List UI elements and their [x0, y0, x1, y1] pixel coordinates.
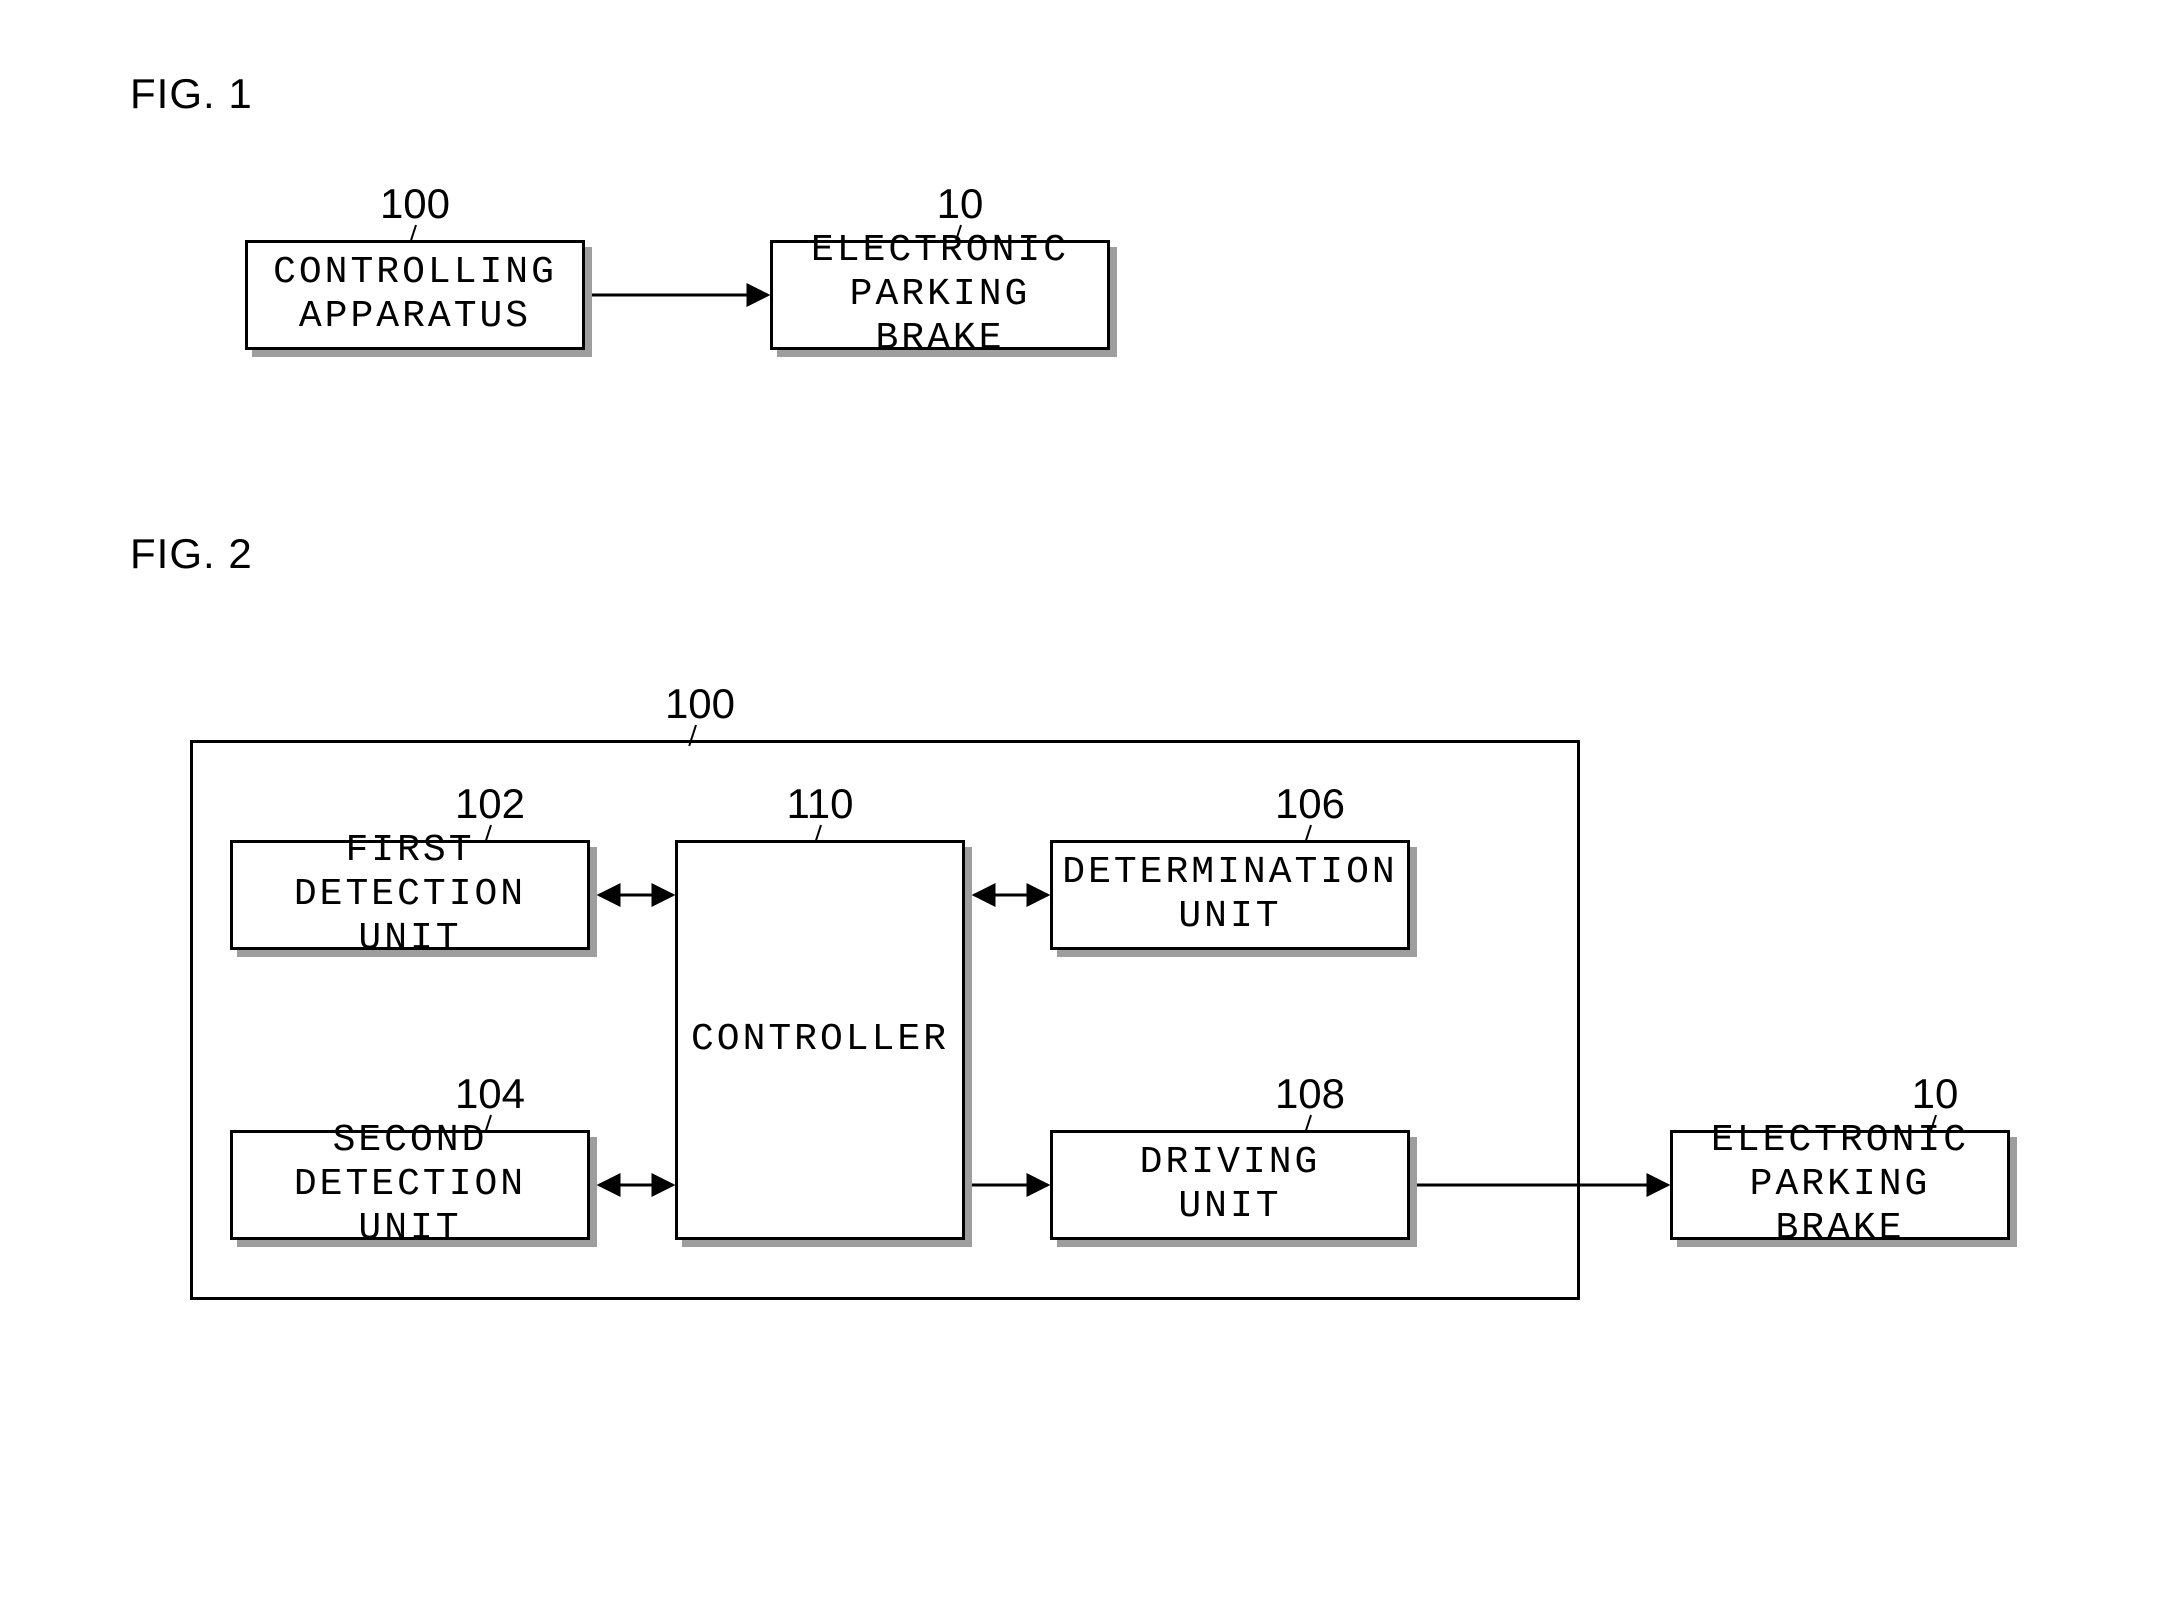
fig1-ref-10: 10: [930, 180, 990, 228]
fig2-box-first-det-label: FIRSTDETECTION UNIT: [233, 829, 587, 960]
fig1-ref-100: 100: [375, 180, 455, 228]
fig2-ref-104: 104: [450, 1070, 530, 1118]
fig2-ref-108: 108: [1270, 1070, 1350, 1118]
fig1-label: FIG. 1: [130, 70, 253, 118]
fig2-ref-106: 106: [1270, 780, 1350, 828]
fig2-box-epb-label: ELECTRONICPARKING BRAKE: [1673, 1119, 2007, 1250]
diagram-canvas: FIG. 1 100 10 CONTROLLINGAPPARATUS ELECT…: [0, 0, 2162, 1622]
fig2-box-driving-unit: DRIVINGUNIT: [1050, 1130, 1410, 1240]
fig2-ref-100: 100: [660, 680, 740, 728]
fig2-ref-102: 102: [450, 780, 530, 828]
fig1-box-electronic-parking-brake: ELECTRONICPARKING BRAKE: [770, 240, 1110, 350]
fig2-box-second-detection-unit: SECONDDETECTION UNIT: [230, 1130, 590, 1240]
fig2-box-driving-label: DRIVINGUNIT: [1140, 1141, 1321, 1228]
fig2-ref-110: 110: [780, 780, 860, 828]
fig1-box-controlling-label: CONTROLLINGAPPARATUS: [273, 251, 557, 338]
fig2-box-electronic-parking-brake: ELECTRONICPARKING BRAKE: [1670, 1130, 2010, 1240]
fig1-box-epb-label: ELECTRONICPARKING BRAKE: [773, 229, 1107, 360]
fig2-box-first-detection-unit: FIRSTDETECTION UNIT: [230, 840, 590, 950]
fig2-box-controller: CONTROLLER: [675, 840, 965, 1240]
fig1-box-controlling-apparatus: CONTROLLINGAPPARATUS: [245, 240, 585, 350]
fig2-box-determination-label: DETERMINATIONUNIT: [1062, 851, 1397, 938]
fig2-box-second-det-label: SECONDDETECTION UNIT: [233, 1119, 587, 1250]
fig2-ref-10: 10: [1905, 1070, 1965, 1118]
fig2-label: FIG. 2: [130, 530, 253, 578]
fig2-box-determination-unit: DETERMINATIONUNIT: [1050, 840, 1410, 950]
fig2-box-controller-label: CONTROLLER: [691, 1018, 949, 1062]
